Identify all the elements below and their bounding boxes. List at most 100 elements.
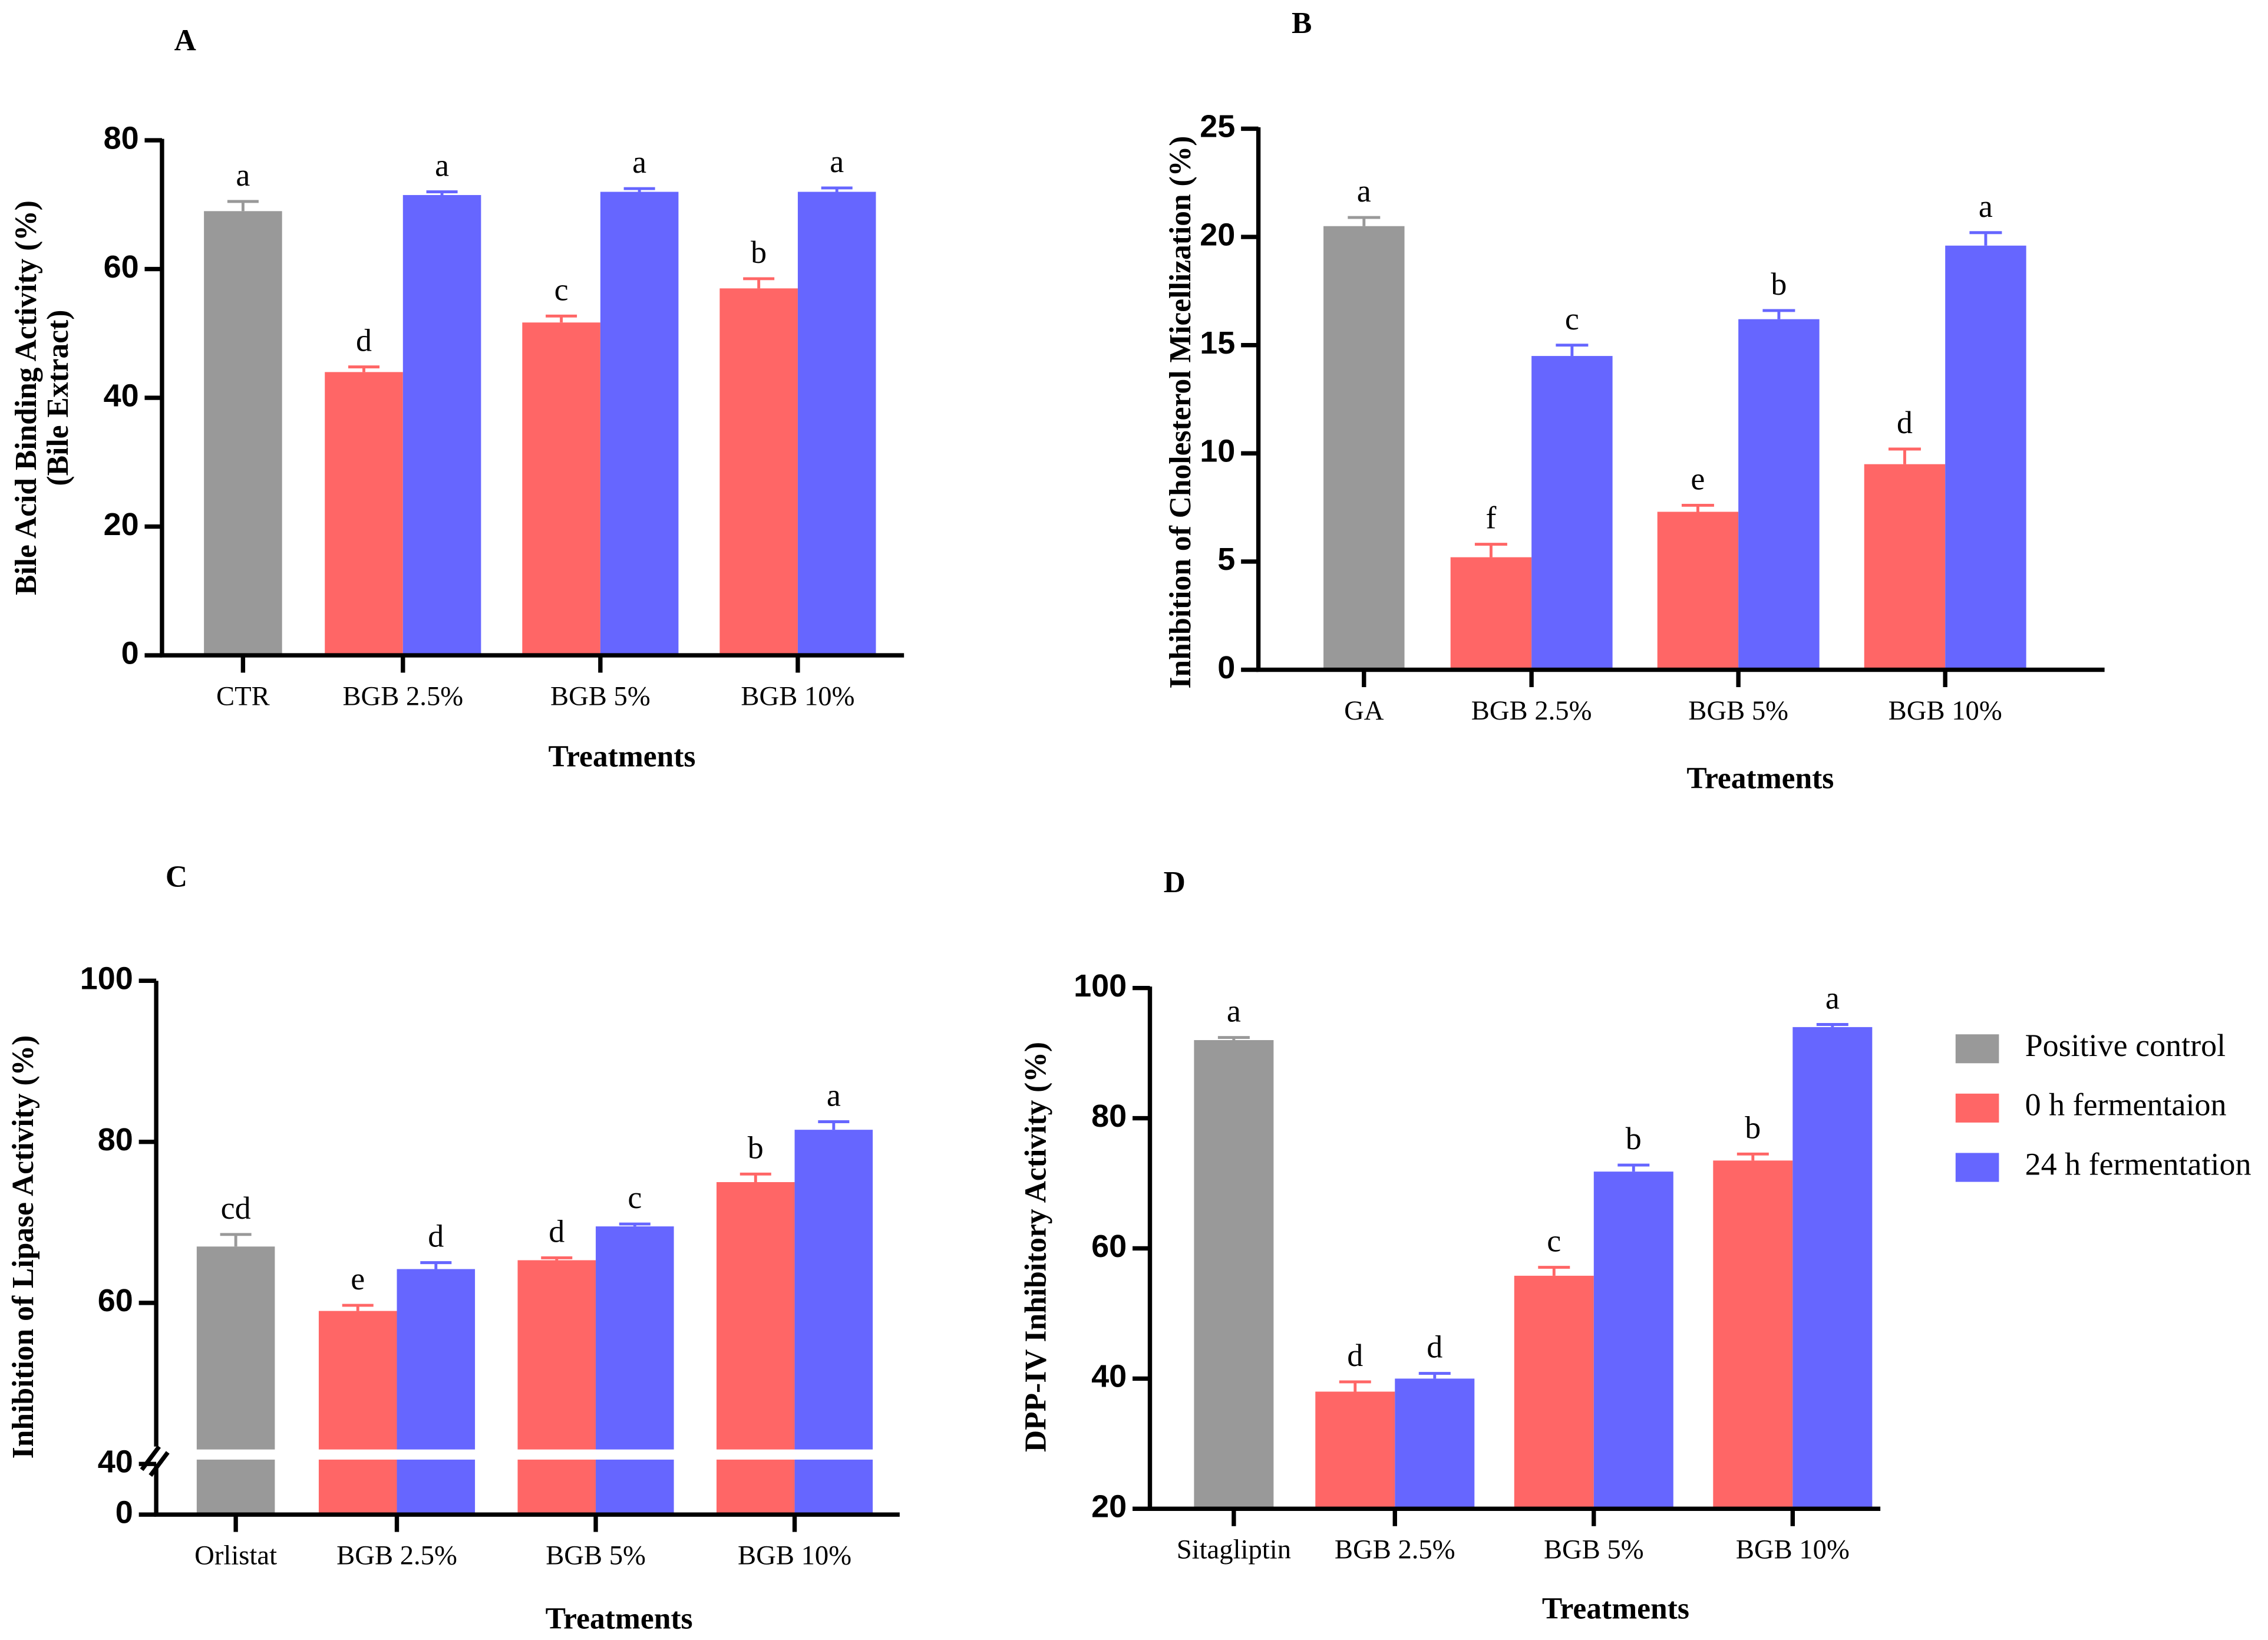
bar [1514, 1275, 1594, 1509]
significance-label: c [554, 272, 569, 307]
bar [1792, 1027, 1873, 1509]
legend-swatch [1955, 1153, 1999, 1182]
axis-break-gap [161, 1449, 906, 1460]
bar [1713, 1160, 1793, 1509]
error-bar [342, 1304, 374, 1311]
x-tick-label: GA [1344, 695, 1384, 726]
panel-label: C [166, 860, 187, 893]
x-axis-label: Treatments [549, 740, 696, 774]
error-bar [1762, 309, 1795, 319]
y-tick-label: 60 [98, 1283, 133, 1318]
panel-label: D [1164, 866, 1186, 899]
error-bar [420, 1261, 452, 1269]
significance-label: a [1227, 994, 1241, 1029]
y-tick-label: 10 [1200, 434, 1235, 469]
y-tick-label: 5 [1217, 542, 1235, 577]
x-tick-label: BGB 5% [550, 681, 651, 711]
x-tick-label: BGB 5% [546, 1540, 646, 1571]
bar [318, 1311, 397, 1515]
bar [325, 372, 403, 656]
error-bar [1339, 1380, 1371, 1392]
bar [522, 322, 600, 656]
y-axis-label: DPP-IV Inhibitory Activity (%) [1019, 1042, 1052, 1452]
bar [196, 1246, 275, 1515]
error-bar [623, 187, 655, 192]
x-tick-label: Sitagliptin [1177, 1535, 1291, 1565]
bar [1945, 245, 2026, 670]
error-bar [1681, 504, 1714, 512]
significance-label: a [236, 157, 250, 193]
bar [600, 192, 679, 656]
y-axis-label: Inhibition of Lipase Activity (%) [6, 1035, 40, 1459]
bar [1531, 356, 1613, 670]
bar [797, 192, 876, 656]
y-tick-label: 0 [115, 1494, 133, 1530]
y-axis-label: Inhibition of Cholesterol Micellization … [1164, 136, 1197, 689]
significance-label: c [1565, 301, 1579, 336]
significance-label: c [1547, 1223, 1561, 1259]
legend-label: 24 h fermentation [2025, 1146, 2252, 1182]
error-bar [1348, 216, 1381, 226]
x-tick-label: Orlistat [194, 1540, 277, 1571]
significance-label: d [1427, 1329, 1442, 1365]
error-bar [1474, 543, 1507, 557]
x-tick-label: BGB 2.5% [342, 681, 463, 711]
error-bar [546, 314, 577, 323]
bar [402, 194, 481, 656]
significance-label: d [1347, 1338, 1363, 1373]
error-bar [426, 190, 458, 195]
x-tick-label: CTR [216, 681, 270, 711]
y-tick-label: 100 [1074, 968, 1127, 1004]
x-axis-label: Treatments [546, 1602, 693, 1636]
y-tick-label: 60 [1091, 1229, 1127, 1264]
error-bar [1538, 1266, 1570, 1276]
bar [517, 1260, 596, 1515]
significance-label: a [830, 144, 844, 179]
x-tick-label: BGB 10% [738, 1540, 851, 1571]
error-bar [220, 1233, 252, 1247]
y-tick-label: 15 [1200, 325, 1235, 361]
legend-label: Positive control [2025, 1028, 2226, 1063]
y-tick-label: 20 [1091, 1489, 1127, 1524]
significance-label: e [351, 1261, 365, 1296]
error-bar [1217, 1036, 1250, 1040]
error-bar [619, 1222, 651, 1227]
y-tick-label: 80 [1091, 1098, 1127, 1134]
y-tick-label: 40 [98, 1444, 133, 1480]
bar [1657, 512, 1739, 670]
error-bar [227, 200, 259, 212]
bar [397, 1269, 476, 1515]
y-tick-label: 0 [1217, 650, 1235, 685]
error-bar [1969, 231, 2002, 246]
bar [204, 211, 282, 656]
y-tick-label: 80 [104, 120, 139, 156]
significance-label: f [1485, 500, 1496, 536]
error-bar [821, 186, 853, 192]
bar [1450, 557, 1532, 670]
legend-swatch [1955, 1093, 1999, 1123]
significance-label: d [549, 1214, 564, 1249]
significance-label: b [1626, 1121, 1642, 1156]
bar [1315, 1391, 1395, 1509]
significance-label: e [1691, 461, 1705, 497]
y-tick-label: 0 [121, 635, 139, 671]
bar [596, 1226, 674, 1515]
y-tick-label: 20 [1200, 217, 1235, 252]
y-tick-label: 40 [1091, 1359, 1127, 1394]
x-tick-label: BGB 2.5% [336, 1540, 457, 1571]
bar [1738, 319, 1820, 670]
y-tick-label: 40 [104, 378, 139, 413]
error-bar [1816, 1023, 1848, 1027]
legend-label: 0 h fermentaion [2025, 1087, 2227, 1123]
error-bar [740, 1172, 771, 1182]
error-bar [1888, 447, 1921, 464]
y-tick-label: 100 [80, 961, 133, 996]
x-tick-label: BGB 10% [1889, 695, 2002, 726]
significance-label: a [827, 1078, 841, 1113]
bar [1323, 226, 1405, 670]
x-tick-label: BGB 5% [1544, 1535, 1644, 1565]
significance-label: d [356, 323, 372, 358]
y-tick-label: 20 [104, 507, 139, 542]
panel-label: B [1292, 6, 1312, 40]
significance-label: b [1745, 1110, 1761, 1145]
